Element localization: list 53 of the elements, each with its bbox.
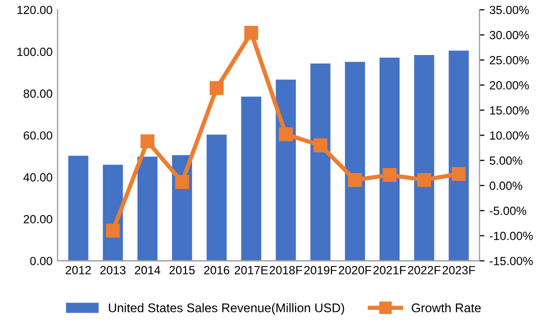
bar: [137, 156, 158, 261]
point: [313, 138, 328, 152]
y2-tick-label: -5.00%: [490, 206, 526, 215]
point: [382, 168, 397, 182]
point: [140, 134, 154, 148]
bar: [68, 156, 88, 261]
y-tick-label: 60.00: [24, 131, 52, 140]
y-tick-label: 20.00: [24, 214, 52, 224]
x-tick-label: 2012: [66, 266, 91, 274]
point: [210, 81, 224, 96]
bar: [276, 80, 296, 261]
point: [244, 26, 258, 40]
y-tick-label: 120.00: [17, 6, 52, 14]
point: [106, 224, 120, 238]
x-tick-label: 2019F: [304, 266, 337, 274]
point: [348, 173, 362, 187]
x-tick-label: 2014: [134, 266, 160, 274]
y2-tick-label: 20.00%: [490, 81, 529, 90]
y-tick-label: 0.00: [30, 256, 52, 266]
x-tick-label: 2020F: [338, 266, 372, 274]
bar: [206, 134, 227, 261]
y-tick-label: 40.00: [23, 173, 52, 182]
x-tick-label: 2016: [204, 266, 230, 274]
x-tick-label: 2021F: [373, 266, 406, 274]
bar: [380, 58, 400, 261]
y2-tick-label: -10.00%: [490, 232, 533, 240]
point: [175, 175, 189, 189]
y-tick-label: 100.00: [17, 48, 52, 56]
y2-tick-label: 30.00%: [490, 30, 529, 40]
bar: [414, 54, 434, 261]
legend-label: Growth Rate: [412, 303, 481, 312]
x-tick-label: 2022F: [408, 266, 440, 274]
legend-label: United States Sales Revenue(Million USD): [108, 303, 344, 315]
x-tick-label: 2013: [100, 266, 126, 274]
y2-tick-label: -15.00%: [490, 256, 533, 266]
bar: [344, 62, 366, 261]
y2-tick-label: 35.00%: [490, 6, 529, 14]
bar: [448, 50, 469, 261]
y2-tick-label: 25.00%: [490, 56, 529, 64]
bar: [310, 64, 330, 261]
y2-tick-label: 15.00%: [490, 106, 529, 115]
x-tick-label: 2017E: [234, 266, 268, 274]
x-tick-label: 2023F: [442, 266, 476, 274]
x-tick-label: 2018F: [270, 266, 302, 274]
y2-tick-label: 10.00%: [490, 131, 529, 140]
x-tick-label: 2015: [170, 266, 195, 274]
point: [417, 173, 432, 187]
point: [278, 127, 293, 142]
y2-tick-label: 5.00%: [490, 156, 522, 165]
y-tick-label: 80.00: [24, 89, 52, 98]
point: [452, 167, 466, 181]
bar: [241, 96, 262, 261]
y2-tick-label: 0.00%: [490, 182, 522, 190]
